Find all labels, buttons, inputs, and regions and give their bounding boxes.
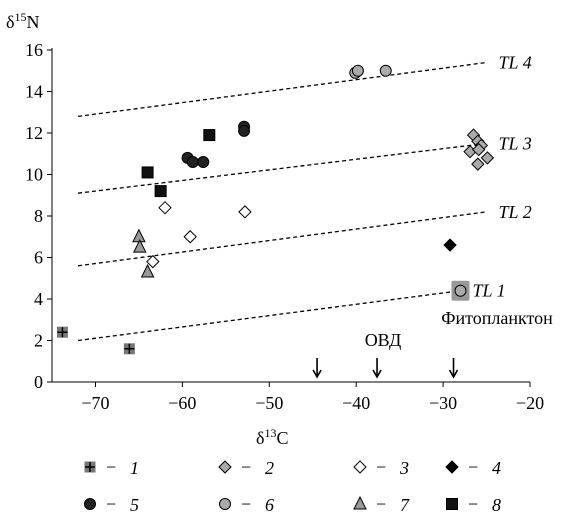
point-plus <box>85 462 95 472</box>
legend-item: −1 <box>84 457 139 478</box>
x-label-element: C <box>276 428 288 448</box>
legend-item: −7 <box>353 494 410 515</box>
x-axis-label: δ13C <box>256 426 289 448</box>
point <box>56 326 68 338</box>
trophic-line <box>77 290 461 342</box>
y-axis-label: δ15N <box>6 10 39 32</box>
legend-separator: − <box>241 494 251 514</box>
y-tick-label: 2 <box>34 331 43 351</box>
point <box>472 142 486 157</box>
x-tick-label: −40 <box>342 393 370 413</box>
y-tick-label: 14 <box>25 82 43 102</box>
point <box>351 64 364 77</box>
point <box>480 151 495 165</box>
point <box>238 205 252 219</box>
legend-label: 6 <box>265 495 274 515</box>
legend-item: −4 <box>445 457 501 478</box>
x-label-symbol: δ <box>256 428 264 448</box>
legend-item: −5 <box>84 494 139 515</box>
point <box>132 228 146 243</box>
point <box>183 230 197 244</box>
trophic-line <box>77 211 487 267</box>
annotation: ОВД <box>365 330 402 350</box>
legend-item: −3 <box>353 457 409 478</box>
point <box>84 498 96 510</box>
y-tick-label: 6 <box>34 248 43 268</box>
point <box>123 343 135 355</box>
x-tick-label: −30 <box>429 393 457 413</box>
legend-separator: − <box>468 494 478 514</box>
point <box>443 238 457 252</box>
trophic-label: TL 4 <box>499 52 532 72</box>
point <box>141 166 154 179</box>
legend-label: 4 <box>492 458 501 478</box>
y-label-symbol: δ <box>6 12 14 32</box>
legend-label: 2 <box>265 458 274 478</box>
point <box>197 156 210 169</box>
point <box>379 64 392 77</box>
annotation: Фитопланктон <box>441 308 553 328</box>
legend-label: 1 <box>130 458 139 478</box>
x-tick-label: −20 <box>516 393 544 413</box>
point <box>454 284 467 297</box>
x-tick-label: −50 <box>255 393 283 413</box>
point <box>84 461 96 473</box>
point <box>186 156 199 169</box>
point <box>219 498 231 510</box>
legend-separator: − <box>376 494 386 514</box>
point-plus <box>124 343 135 354</box>
point <box>218 460 232 474</box>
point <box>158 200 172 215</box>
point <box>353 460 367 474</box>
legend-label: 5 <box>130 495 139 515</box>
point <box>446 498 458 510</box>
trophic-label: TL 2 <box>499 202 532 222</box>
point <box>353 495 367 510</box>
point <box>203 129 216 142</box>
x-label-sup: 13 <box>264 426 276 440</box>
legend-item: −2 <box>218 457 274 478</box>
arrow <box>448 358 459 379</box>
legend-label: 3 <box>399 458 409 478</box>
x-tick-label: −70 <box>81 393 109 413</box>
point <box>146 254 160 269</box>
y-label-element: N <box>26 12 39 32</box>
point <box>154 185 167 198</box>
trophic-label: TL 1 <box>472 281 505 301</box>
legend-separator: − <box>241 457 251 477</box>
point <box>140 263 155 278</box>
y-tick-label: 10 <box>25 165 43 185</box>
trophic-label: TL 3 <box>499 133 532 153</box>
trophic-line <box>77 142 487 194</box>
legend-item: −8 <box>446 494 501 515</box>
legend-label: 8 <box>492 495 501 515</box>
arrow <box>312 358 322 379</box>
point-plus <box>57 327 68 338</box>
point <box>471 157 485 171</box>
y-label-sup: 15 <box>14 10 26 24</box>
legend-label: 7 <box>400 495 410 515</box>
legend-separator: − <box>468 457 478 477</box>
y-tick-label: 12 <box>25 123 43 143</box>
point <box>132 239 147 253</box>
point <box>445 460 459 474</box>
legend-separator: − <box>106 457 116 477</box>
y-tick-label: 8 <box>34 206 43 226</box>
y-tick-label: 4 <box>34 289 43 309</box>
y-tick-label: 0 <box>34 372 43 392</box>
y-tick-label: 16 <box>25 40 43 60</box>
x-tick-label: −60 <box>168 393 196 413</box>
trophic-line <box>77 61 487 118</box>
legend-separator: − <box>376 457 386 477</box>
point <box>238 124 251 137</box>
legend-item: −6 <box>219 494 274 515</box>
arrow <box>372 358 382 379</box>
legend-separator: − <box>106 494 116 514</box>
